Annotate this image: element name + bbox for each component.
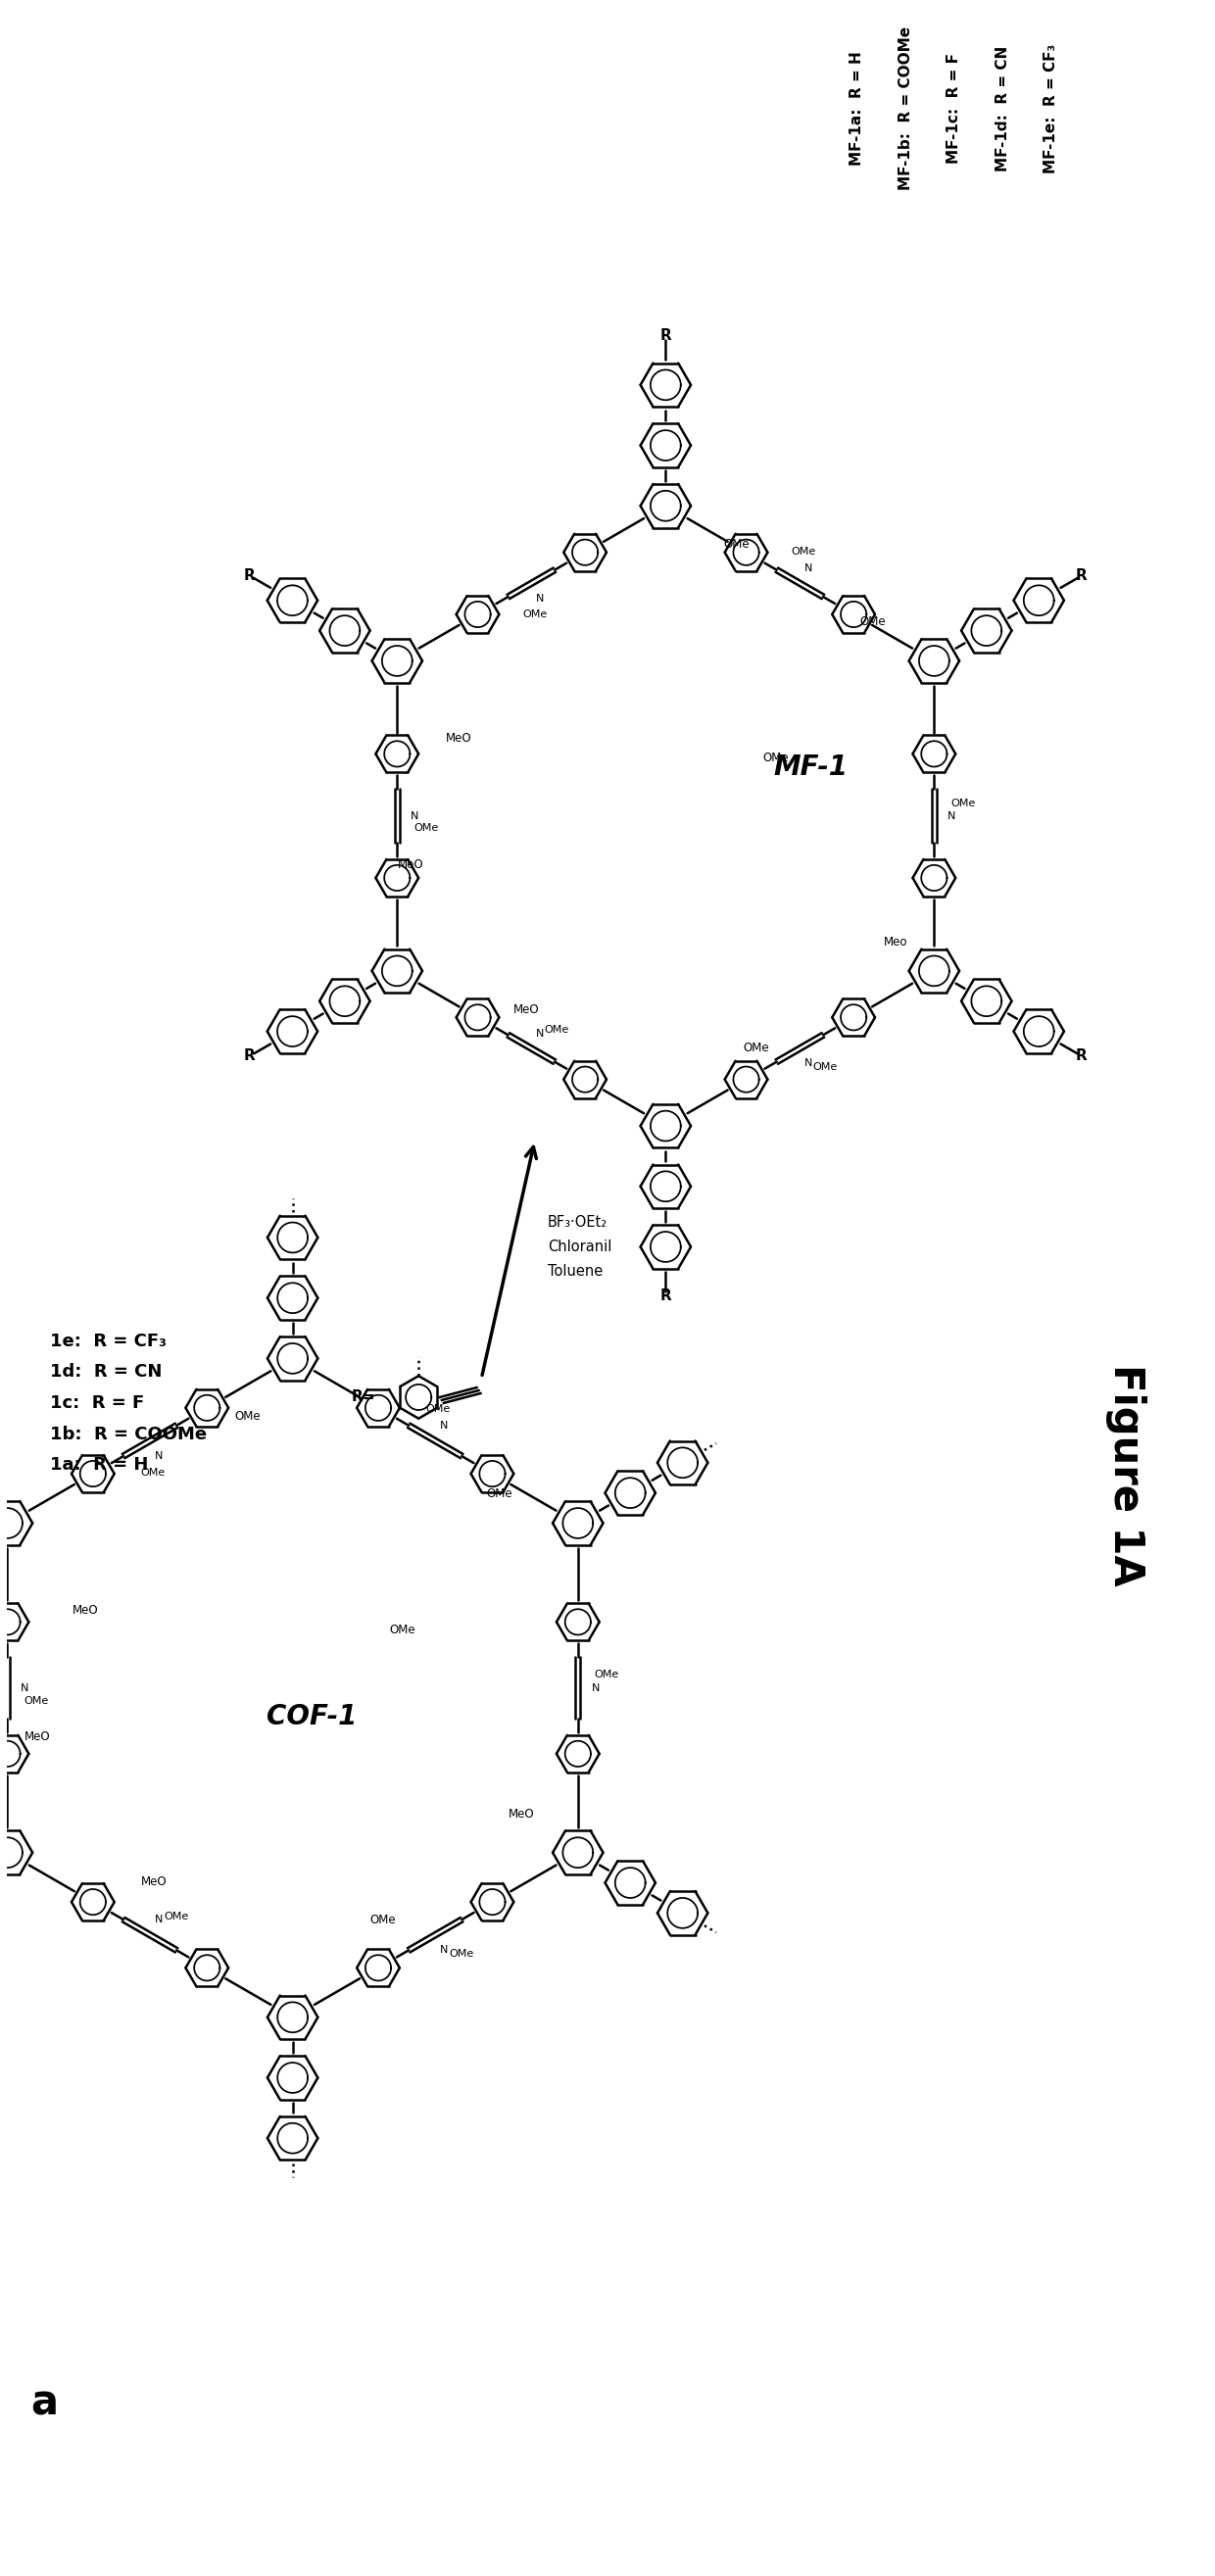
Text: Figure 1A: Figure 1A xyxy=(1106,1363,1147,1587)
Text: N: N xyxy=(804,1059,813,1069)
Text: a: a xyxy=(32,2383,58,2424)
Text: R: R xyxy=(1075,1048,1087,1064)
Text: OMe: OMe xyxy=(594,1669,620,1680)
Text: OMe: OMe xyxy=(390,1623,416,1636)
Text: N: N xyxy=(592,1682,599,1692)
Text: MF-1a:  R = H: MF-1a: R = H xyxy=(849,52,864,165)
Text: OMe: OMe xyxy=(486,1489,513,1499)
Text: N: N xyxy=(411,811,419,822)
Text: MeO: MeO xyxy=(514,1002,539,1015)
Text: N: N xyxy=(440,1422,448,1430)
Text: OMe: OMe xyxy=(724,538,750,551)
Text: OMe: OMe xyxy=(414,824,439,832)
Text: N: N xyxy=(536,592,544,603)
Text: OMe: OMe xyxy=(791,546,816,556)
Text: N: N xyxy=(21,1682,29,1692)
Text: R: R xyxy=(660,1288,672,1303)
Text: R: R xyxy=(1075,569,1087,582)
Text: OMe: OMe xyxy=(859,616,886,629)
Text: OMe: OMe xyxy=(763,752,789,765)
Text: MeO: MeO xyxy=(509,1808,535,1821)
Text: N: N xyxy=(948,811,956,822)
Text: OMe: OMe xyxy=(813,1061,837,1072)
Text: N: N xyxy=(536,1028,544,1038)
Text: OMe: OMe xyxy=(141,1468,165,1479)
Text: OMe: OMe xyxy=(234,1409,260,1422)
Text: R: R xyxy=(244,569,255,582)
Text: OMe: OMe xyxy=(522,611,548,621)
Text: OMe: OMe xyxy=(448,1947,474,1958)
Text: Meo: Meo xyxy=(883,935,908,948)
Text: N: N xyxy=(440,1945,448,1955)
Text: OMe: OMe xyxy=(164,1911,188,1922)
Text: N: N xyxy=(804,564,813,572)
Text: BF₃·OEt₂: BF₃·OEt₂ xyxy=(548,1216,608,1231)
Text: MeO: MeO xyxy=(141,1875,166,1888)
Text: R: R xyxy=(244,1048,255,1064)
Text: MeO: MeO xyxy=(446,732,471,744)
Text: OMe: OMe xyxy=(951,799,976,809)
Text: 1a:  R = H: 1a: R = H xyxy=(50,1455,148,1473)
Text: N: N xyxy=(154,1450,163,1461)
Text: 1c:  R = F: 1c: R = F xyxy=(50,1394,145,1412)
Text: MeO: MeO xyxy=(73,1605,98,1618)
Text: MeO: MeO xyxy=(24,1731,50,1744)
Text: OMe: OMe xyxy=(371,1914,396,1927)
Text: OMe: OMe xyxy=(544,1025,569,1036)
Text: 1e:  R = CF₃: 1e: R = CF₃ xyxy=(50,1332,166,1350)
Text: MF-1c:  R = F: MF-1c: R = F xyxy=(946,54,961,165)
Text: MeO: MeO xyxy=(397,858,423,871)
Text: N: N xyxy=(154,1914,163,1924)
Text: R=: R= xyxy=(351,1391,375,1404)
Text: 1d:  R = CN: 1d: R = CN xyxy=(50,1363,163,1381)
Text: 1b:  R = COOMe: 1b: R = COOMe xyxy=(50,1425,208,1443)
Text: MF-1: MF-1 xyxy=(774,755,848,781)
Text: MF-1b:  R = COOMe: MF-1b: R = COOMe xyxy=(898,26,912,191)
Text: OMe: OMe xyxy=(426,1404,451,1414)
Text: COF-1: COF-1 xyxy=(267,1703,357,1731)
Text: Chloranil: Chloranil xyxy=(548,1239,611,1255)
Text: OMe: OMe xyxy=(24,1695,49,1705)
Text: MF-1e:  R = CF₃: MF-1e: R = CF₃ xyxy=(1044,44,1058,173)
Text: R: R xyxy=(660,327,672,343)
Text: Toluene: Toluene xyxy=(548,1265,603,1278)
Text: MF-1d:  R = CN: MF-1d: R = CN xyxy=(995,46,1010,173)
Text: OMe: OMe xyxy=(744,1043,769,1054)
